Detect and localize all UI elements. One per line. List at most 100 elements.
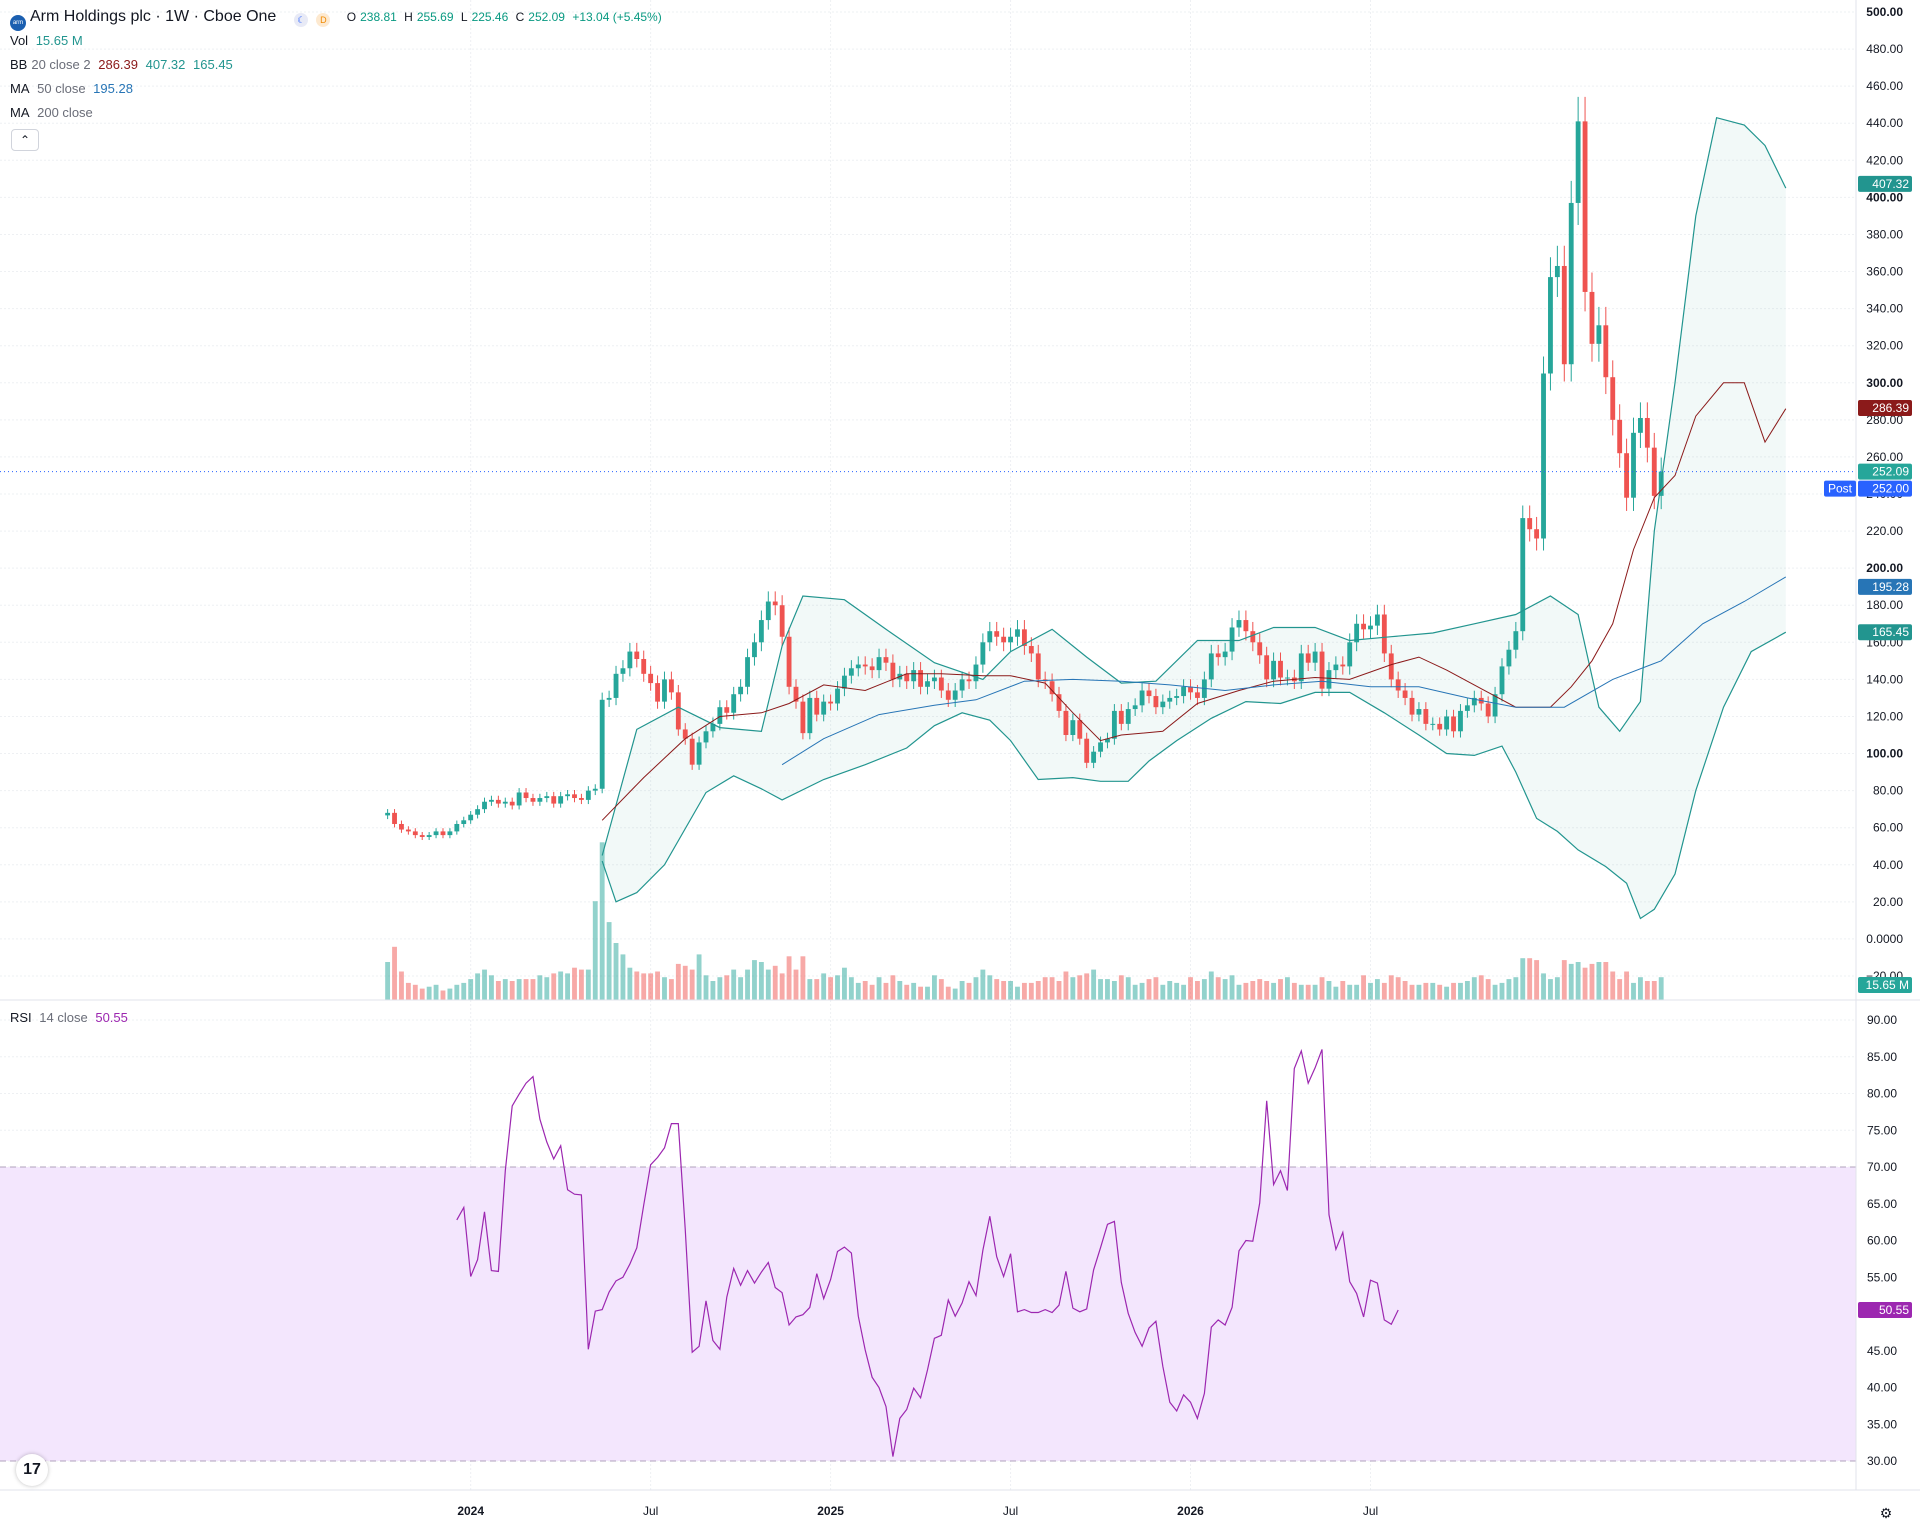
- ma50-tag: 195.28: [1858, 578, 1912, 595]
- moon-icon: ☾: [294, 13, 309, 27]
- volume-bar: [1617, 979, 1623, 1000]
- rsi-tick-label: 85.00: [1867, 1050, 1897, 1064]
- volume-bar: [1340, 981, 1346, 1000]
- time-axis[interactable]: 2024 Jul 2025 Jul 2026 Jul: [457, 1504, 1378, 1518]
- volume-bar: [1326, 981, 1332, 1000]
- settings-gear-icon[interactable]: ⚙: [1879, 1505, 1893, 1521]
- volume-bar: [419, 988, 425, 1000]
- volume-bar: [876, 977, 882, 1000]
- candle-body: [1395, 679, 1401, 691]
- rsi-value-tag-text: 50.55: [1879, 1303, 1909, 1317]
- candle-body: [551, 796, 557, 804]
- tradingview-logo-icon[interactable]: 17: [16, 1454, 48, 1486]
- volume-bar: [613, 943, 619, 1000]
- volume-bar: [1520, 958, 1526, 1000]
- time-tick-label: 2025: [817, 1504, 844, 1518]
- rsi-tick-label: 35.00: [1867, 1417, 1897, 1431]
- collapse-legend-button[interactable]: ⌃: [11, 129, 39, 151]
- symbol-title[interactable]: Arm Holdings plc · 1W · Cboe One: [30, 8, 277, 25]
- candle-body: [1631, 432, 1636, 498]
- candle-body: [1264, 655, 1270, 680]
- candle-body: [1471, 697, 1477, 706]
- volume-bar: [1215, 977, 1221, 1000]
- volume-bar: [1541, 973, 1546, 1000]
- candle-body: [980, 642, 986, 665]
- candle-body: [1285, 677, 1290, 679]
- post-price-tag: 252.00: [1858, 480, 1912, 497]
- candle-body: [523, 792, 529, 799]
- volume-bar: [842, 967, 847, 1000]
- rsi-tick-label: 30.00: [1867, 1454, 1897, 1468]
- volume-bar: [1347, 984, 1353, 1000]
- candle-body: [482, 801, 487, 810]
- rsi-legend[interactable]: RSI 14 close 50.55: [10, 1010, 128, 1025]
- volume-bar: [1181, 984, 1187, 1000]
- volume-bar: [1582, 967, 1588, 1000]
- candle-body: [717, 707, 723, 724]
- volume-bar: [1001, 981, 1007, 1000]
- volume-bar: [703, 975, 709, 1000]
- volume-bar: [489, 975, 494, 1000]
- volume-bar: [738, 977, 744, 1000]
- candle-body: [1215, 653, 1221, 658]
- candle-body: [1374, 614, 1380, 626]
- candle-body: [405, 829, 411, 832]
- candle-body: [1534, 529, 1540, 539]
- candle-body: [433, 831, 439, 836]
- candle-body: [1139, 690, 1145, 706]
- volume-bar: [1042, 977, 1048, 1000]
- candle-body: [724, 707, 730, 713]
- candle-body: [578, 798, 584, 800]
- bollinger-legend[interactable]: BB 20 close 2 286.39 407.32 165.45: [10, 57, 233, 72]
- volume-bar: [1056, 981, 1062, 1000]
- ma50-legend[interactable]: MA 50 close 195.28: [10, 81, 133, 96]
- rsi-tick-label: 45.00: [1867, 1344, 1897, 1358]
- candle-body: [696, 742, 702, 765]
- volume-bar: [447, 988, 453, 1000]
- volume-bar: [1568, 963, 1574, 1000]
- post-label-bg: [1824, 480, 1856, 497]
- candle-body: [1319, 651, 1325, 689]
- rsi-axis[interactable]: 90.00 85.00 80.00 75.00 70.00 65.00 60.00 55.00…: [1867, 1013, 1897, 1468]
- price-axis[interactable]: 500.00 480.00 460.00 440.00 420.00 400.00 380.…: [1866, 5, 1903, 983]
- volume-bar: [1333, 986, 1339, 1000]
- chevron-up-icon: ⌃: [19, 133, 31, 147]
- rsi-tick-label: 70.00: [1867, 1160, 1897, 1174]
- volume-legend[interactable]: Vol 15.65 M: [10, 33, 83, 48]
- ma200-legend[interactable]: MA 200 close: [10, 105, 93, 120]
- candle-body: [1167, 697, 1173, 702]
- volume-bar: [1638, 977, 1643, 1000]
- volume-bar: [959, 981, 965, 1000]
- candle-body: [1541, 373, 1546, 539]
- price-tick-label: 400.00: [1866, 190, 1903, 204]
- volume-bar: [1312, 984, 1318, 1000]
- candle-body: [1174, 696, 1180, 698]
- candle-body: [1381, 614, 1387, 654]
- volume-bar: [1527, 958, 1533, 1000]
- price-tick-label: 140.00: [1866, 672, 1903, 686]
- price-tick-label: 200.00: [1866, 561, 1903, 575]
- volume-bar: [1381, 982, 1387, 1000]
- volume-bar: [1402, 981, 1408, 1000]
- candle-body: [1063, 710, 1069, 735]
- arm-logo-icon: arm: [10, 15, 26, 31]
- candle-body: [738, 686, 744, 695]
- candle-body: [973, 664, 979, 682]
- volume-bar: [1160, 984, 1166, 1000]
- candle-body: [1181, 686, 1187, 697]
- candle-body: [565, 794, 570, 797]
- candle-body: [468, 814, 474, 821]
- candle-body: [959, 679, 965, 691]
- volume-bar: [426, 986, 432, 1000]
- volume-bar: [1644, 981, 1650, 1000]
- volume-bar: [1222, 979, 1228, 1000]
- candle-body: [1444, 716, 1450, 730]
- volume-bar: [724, 975, 730, 1000]
- volume-bar: [745, 969, 750, 1000]
- candle-body: [682, 729, 688, 739]
- volume-bar: [731, 969, 737, 1000]
- volume-bar: [634, 971, 640, 1000]
- volume-bar: [655, 971, 660, 1000]
